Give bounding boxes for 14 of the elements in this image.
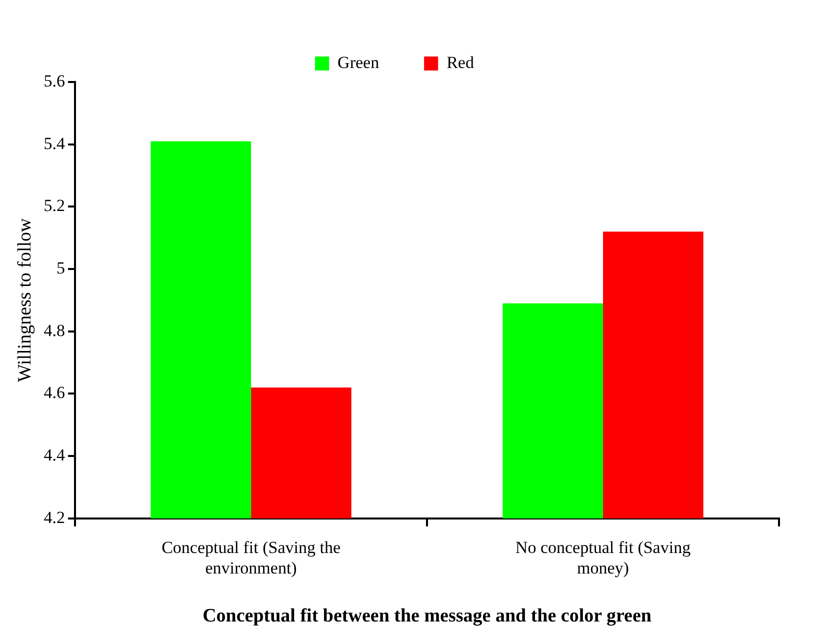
y-tick-label: 4.6 <box>44 383 66 402</box>
y-tick-label: 5.2 <box>44 196 66 216</box>
y-tick-label: 4.8 <box>44 320 66 340</box>
y-tick-label: 4.2 <box>44 508 66 527</box>
legend-label: Red <box>446 52 474 72</box>
x-axis-title: Conceptual fit between the message and the color green <box>202 606 652 627</box>
y-tick-label: 5 <box>56 258 66 278</box>
y-tick-label: 5.6 <box>44 71 66 90</box>
y-tick-label: 4.4 <box>44 446 66 465</box>
y-tick-label: 5.4 <box>44 134 66 153</box>
x-tick-label: Conceptual fit (Saving the environment) <box>162 538 341 578</box>
legend-label: Green <box>338 52 380 72</box>
x-tick-label: No conceptual fit (Saving money) <box>515 538 692 578</box>
y-axis-title: Willingness to follow <box>14 218 36 382</box>
